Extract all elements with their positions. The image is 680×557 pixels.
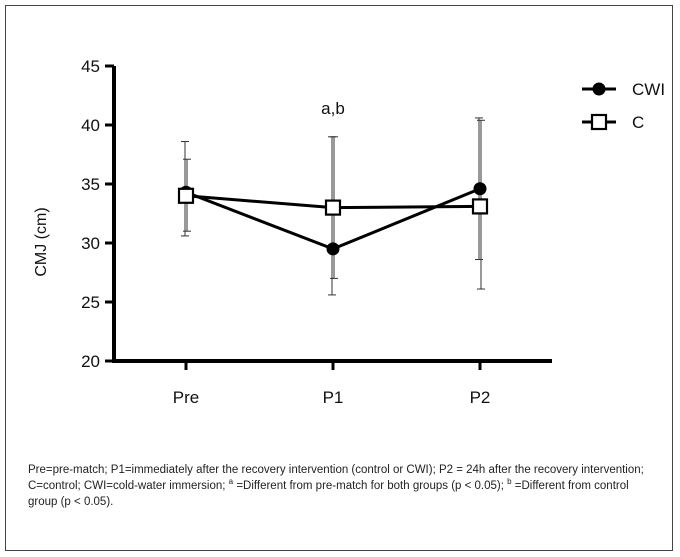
legend-label: CWI (632, 80, 665, 99)
series-markers (177, 182, 489, 256)
y-axis-label: CMJ (cm) (33, 207, 50, 276)
y-tick-label: 35 (81, 175, 100, 194)
caption-part3: =Different from control group (p < 0.05)… (28, 480, 629, 508)
caption-sup-a: a (228, 477, 234, 487)
caption-part2: =Different from pre-match for both group… (233, 480, 508, 492)
y-tick-label: 40 (81, 116, 100, 135)
marker-c (177, 187, 195, 204)
x-tick-label: Pre (173, 388, 199, 407)
x-tick-label: P2 (470, 388, 491, 407)
caption-sup-b: b (507, 477, 512, 487)
figure-caption: Pre=pre-match; P1=immediately after the … (28, 462, 656, 510)
y-ticks: 20 25 30 35 40 45 (81, 57, 114, 371)
y-tick-label: 25 (81, 293, 100, 312)
y-tick-label: 30 (81, 234, 100, 253)
x-ticks: Pre P1 P2 (173, 361, 491, 407)
marker-cwi (473, 182, 487, 196)
significance-annotation: a,b (321, 99, 345, 118)
figure-frame (5, 5, 673, 551)
x-tick-label: P1 (323, 388, 344, 407)
marker-cwi (326, 242, 340, 256)
legend-marker (590, 113, 608, 131)
legend-marker (592, 82, 606, 96)
series-line-cwi (185, 187, 481, 251)
series-lines (185, 187, 481, 251)
legend: CWI C (582, 80, 665, 132)
legend-label: C (632, 113, 644, 132)
marker-c (471, 198, 489, 215)
marker-c (324, 199, 342, 216)
y-tick-label: 45 (81, 57, 100, 76)
y-tick-label: 20 (81, 352, 100, 371)
caption-part1: Pre=pre-match; P1=immediately after the … (28, 464, 644, 492)
